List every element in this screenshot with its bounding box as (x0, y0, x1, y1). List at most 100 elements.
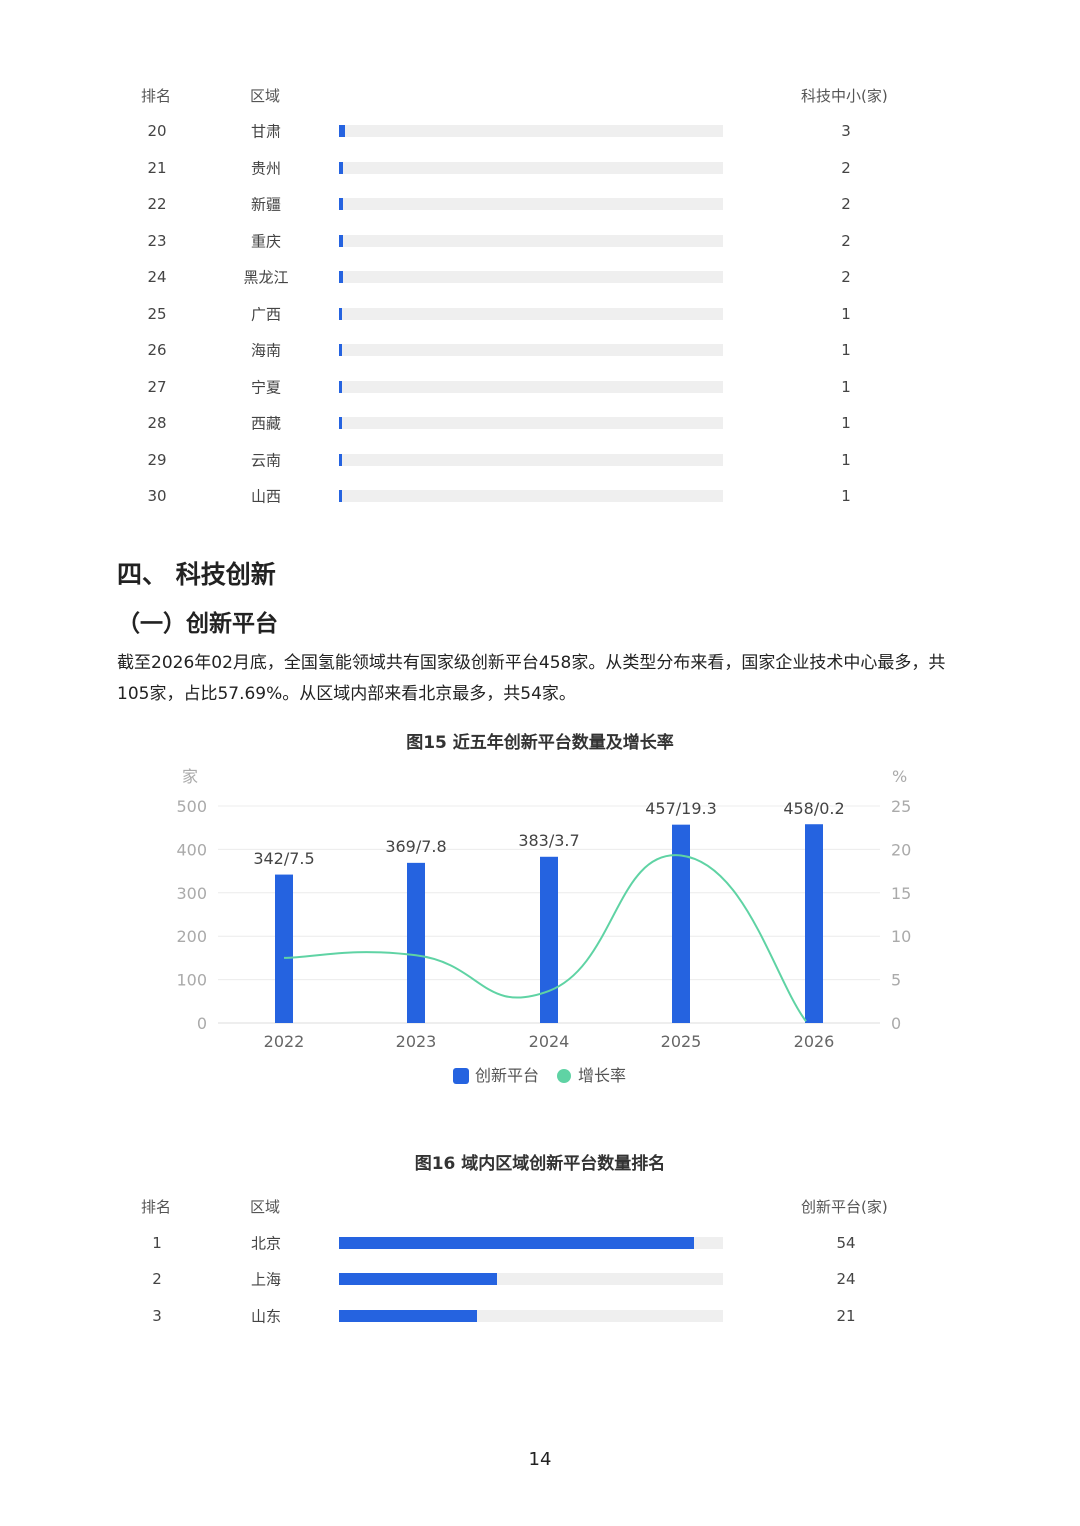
y-right-tick: 25 (891, 797, 911, 816)
region-cell: 北京 (250, 1234, 282, 1253)
value-cell: 1 (841, 487, 851, 505)
data-label: 457/19.3 (645, 799, 717, 818)
rank-cell: 27 (147, 377, 167, 396)
value-cell: 24 (836, 1270, 856, 1289)
data-label: 369/7.8 (385, 837, 446, 856)
bar-2022 (275, 874, 293, 1023)
bar-fill (339, 161, 344, 174)
rank-cell: 23 (147, 231, 167, 250)
legend-bar-swatch (453, 1068, 469, 1084)
y-right-tick: 0 (891, 1014, 901, 1033)
y-left-tick: 300 (176, 884, 207, 903)
bar-track (339, 1237, 723, 1249)
region-cell: 云南 (250, 451, 282, 469)
y-right-tick: 5 (891, 971, 901, 990)
bar-fill (339, 417, 342, 429)
rank-cell: 24 (147, 268, 167, 286)
data-label: 383/3.7 (518, 831, 579, 850)
bar-fill (339, 307, 342, 320)
bar-fill (339, 344, 342, 356)
legend-line-label: 增长率 (578, 1066, 626, 1085)
bar-track (339, 125, 723, 137)
section-title: 四、 科技创新 (117, 560, 276, 589)
y-left-tick: 100 (176, 971, 207, 990)
bar-track (339, 344, 723, 356)
y-right-tick: 20 (891, 840, 911, 859)
header-value: 创新平台(家) (801, 1198, 888, 1216)
value-cell: 2 (841, 195, 851, 213)
bar-track (339, 234, 723, 247)
bar-fill (339, 1273, 497, 1286)
x-tick: 2022 (264, 1032, 305, 1051)
bar-track (339, 453, 723, 466)
data-label: 342/7.5 (253, 849, 314, 868)
bar-track (339, 198, 723, 210)
y-left-tick: 400 (176, 840, 207, 859)
rank-cell: 30 (147, 487, 167, 505)
region-cell: 山东 (250, 1307, 282, 1326)
figure16-title: 图16 域内区域创新平台数量排名 (414, 1154, 666, 1174)
value-cell: 54 (836, 1234, 856, 1252)
x-tick: 2026 (794, 1032, 835, 1051)
bar-2023 (407, 862, 425, 1023)
region-cell: 西藏 (250, 414, 282, 433)
header-region: 区域 (250, 1198, 281, 1216)
legend-line-swatch (557, 1069, 571, 1083)
header-region: 区域 (250, 87, 281, 105)
rank-cell: 1 (152, 1234, 162, 1252)
rank-cell: 2 (152, 1270, 162, 1289)
bar-fill (339, 1237, 695, 1249)
region-cell: 新疆 (250, 195, 282, 214)
region-cell: 贵州 (250, 159, 282, 177)
x-tick: 2025 (661, 1032, 702, 1051)
bar-track (339, 1309, 723, 1322)
value-cell: 1 (841, 304, 851, 323)
bar-2025 (672, 824, 690, 1023)
subsection-title: （一）创新平台 (117, 611, 278, 637)
bar-fill (339, 453, 342, 466)
region-cell: 山西 (250, 487, 282, 506)
bar-track (339, 307, 723, 320)
value-cell: 2 (841, 268, 851, 286)
region-cell: 海南 (250, 341, 282, 360)
bar-fill (339, 380, 342, 393)
figure15-chart: 0 0 100 5 200 10 300 15 400 20 500 25 家 % 2022 2023 2024… (176, 767, 911, 1085)
value-cell: 1 (841, 377, 851, 396)
y-right-label: % (892, 767, 907, 786)
page-number: 14 (528, 1449, 552, 1470)
rank-cell: 29 (147, 450, 167, 469)
bar-track (339, 161, 723, 174)
y-left-label: 家 (182, 767, 198, 786)
bar-track (339, 380, 723, 393)
value-cell: 1 (841, 414, 851, 432)
y-left-tick: 500 (176, 797, 207, 816)
bar-fill (339, 234, 344, 247)
bar-2026 (805, 824, 823, 1023)
bar-fill (339, 198, 344, 210)
bar-track (339, 271, 723, 283)
growth-rate-line (283, 854, 807, 1022)
region-cell: 重庆 (250, 232, 282, 250)
rank-cell: 28 (147, 414, 167, 432)
value-cell: 1 (841, 341, 851, 359)
rank-cell: 22 (147, 195, 167, 213)
bar-fill (339, 1309, 478, 1322)
bar-track (339, 1273, 723, 1286)
bar-track (339, 417, 723, 429)
region-cell: 上海 (250, 1270, 282, 1289)
header-value: 科技中小(家) (801, 87, 888, 105)
value-cell: 2 (841, 158, 851, 177)
bar-fill (339, 490, 342, 502)
value-cell: 1 (841, 450, 851, 469)
y-right-tick: 15 (891, 884, 911, 903)
bar-fill (339, 125, 346, 137)
rank-cell: 20 (147, 122, 167, 140)
bar-2024 (540, 856, 558, 1023)
y-left-tick: 0 (197, 1014, 207, 1033)
rank-cell: 25 (147, 304, 167, 323)
region-cell: 广西 (250, 305, 282, 323)
x-tick: 2024 (529, 1032, 570, 1051)
bar-fill (339, 271, 344, 283)
header-rank: 排名 (141, 87, 172, 105)
bar-track (339, 490, 723, 502)
